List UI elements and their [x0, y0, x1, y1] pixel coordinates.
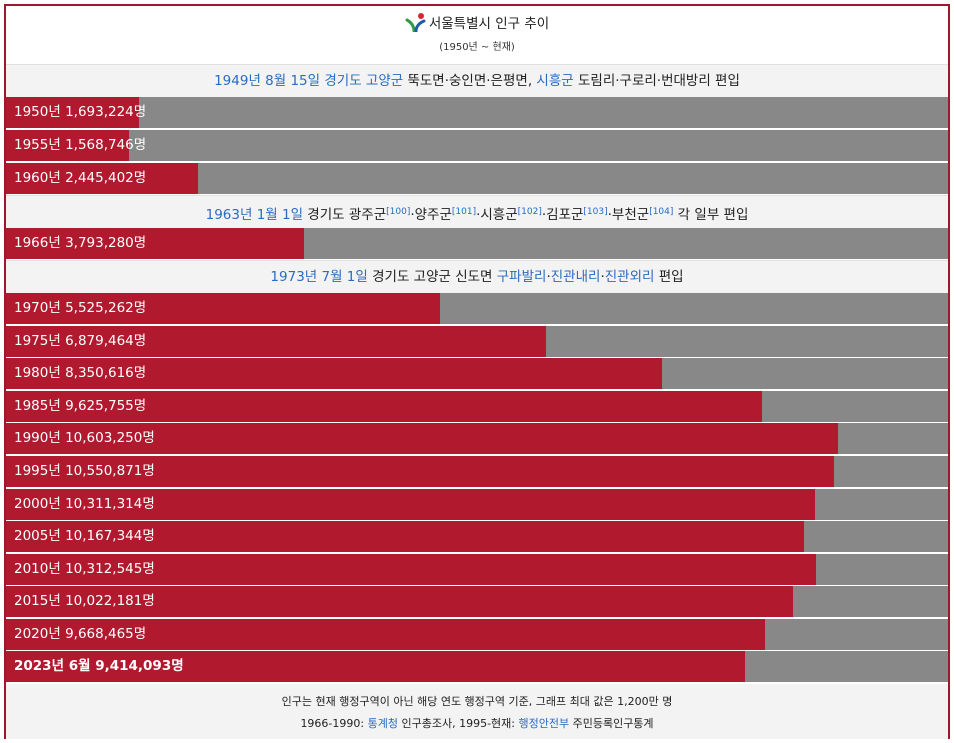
bar-label: 2010년 10,312,545명 — [14, 561, 155, 577]
bar-label: 2020년 9,668,465명 — [14, 626, 147, 642]
population-bar — [6, 521, 805, 552]
inline-link[interactable]: 시흥군 — [536, 73, 574, 89]
bar-label: 2023년 6월 9,414,093명 — [14, 658, 184, 674]
footnote-ref[interactable]: [103] — [583, 207, 608, 217]
annexation-event-row: 1973년 7월 1일 경기도 고양군 신도면 구파발리·진관내리·진관외리 편… — [6, 260, 948, 293]
bar-label: 2005년 10,167,344명 — [14, 528, 155, 544]
population-bar-row: 1975년 6,879,464명 — [6, 326, 948, 357]
inline-text: 주민등록인구통계 — [569, 717, 654, 730]
bar-label: 1995년 10,550,871명 — [14, 463, 155, 479]
population-bar-row: 2010년 10,312,545명 — [6, 554, 948, 585]
population-bar-row: 1955년 1,568,746명 — [6, 130, 948, 161]
inline-link[interactable]: 행정안전부 — [518, 717, 570, 730]
inline-link[interactable]: 경기도 고양군 — [324, 73, 404, 89]
annexation-event-row: 1963년 1월 1일 경기도 광주군[100]·양주군[101]·시흥군[10… — [6, 195, 948, 228]
inline-text: 인구총조사, 1995-현재: — [397, 717, 519, 730]
population-chart-box: 서울특별시 인구 추이 (1950년 ~ 현재) 1949년 8월 15일 경기… — [4, 4, 950, 739]
bar-label: 1955년 1,568,746명 — [14, 137, 147, 153]
population-bar — [6, 391, 762, 422]
bar-label: 1990년 10,603,250명 — [14, 430, 155, 446]
population-bar-row: 2015년 10,022,181명 — [6, 586, 948, 617]
chart-subtitle: (1950년 ~ 현재) — [439, 42, 515, 53]
bar-label: 1970년 5,525,262명 — [14, 300, 147, 316]
bar-label: 2000년 10,311,314명 — [14, 496, 155, 512]
bar-label: 1975년 6,879,464명 — [14, 333, 147, 349]
inline-text: 각 일부 편입 — [673, 207, 749, 223]
inline-link[interactable]: 1949년 8월 15일 — [214, 73, 321, 89]
population-bar-row: 1980년 8,350,616명 — [6, 358, 948, 389]
footnote-ref[interactable]: [102] — [517, 207, 542, 217]
footnote-ref[interactable]: [101] — [451, 207, 477, 217]
inline-text: 경기도 고양군 신도면 — [367, 269, 497, 285]
bar-label: 1966년 3,793,280명 — [14, 235, 147, 251]
inline-link[interactable]: 구파발리 — [496, 269, 547, 285]
inline-text: 편입 — [654, 269, 684, 285]
inline-text: 도림리·구로리·번대방리 편입 — [573, 73, 740, 89]
population-bar-row: 2005년 10,167,344명 — [6, 521, 948, 552]
inline-text: · — [600, 269, 605, 285]
inline-text: · — [546, 269, 551, 285]
population-bar-row: 1985년 9,625,755명 — [6, 391, 948, 422]
inline-text: ·시흥군 — [476, 207, 518, 223]
population-bar — [6, 97, 139, 128]
inline-link[interactable]: 진관외리 — [604, 269, 655, 285]
population-bar — [6, 130, 130, 161]
population-bar — [6, 586, 793, 617]
bar-label: 2015년 10,022,181명 — [14, 593, 155, 609]
inline-text: ·김포군 — [541, 207, 584, 223]
population-bar — [6, 619, 765, 650]
inline-link[interactable]: 진관내리 — [550, 269, 601, 285]
population-bar — [6, 358, 662, 389]
population-bar — [6, 554, 816, 585]
chart-title-line: 서울특별시 인구 추이 — [6, 12, 948, 32]
population-bar-row: 2000년 10,311,314명 — [6, 489, 948, 520]
population-bar-row: 2020년 9,668,465명 — [6, 619, 948, 650]
population-bar-row: 1990년 10,603,250명 — [6, 423, 948, 454]
population-bar — [6, 163, 198, 194]
population-bar — [6, 293, 440, 324]
population-bar — [6, 228, 304, 259]
inline-link[interactable]: 1973년 7월 1일 — [270, 269, 368, 285]
inline-text: ·양주군 — [410, 207, 452, 223]
population-bar-row: 1995년 10,550,871명 — [6, 456, 948, 487]
inline-link[interactable]: 통계청 — [367, 717, 398, 730]
footnote-ref[interactable]: [104] — [649, 207, 674, 217]
population-bar-row: 1970년 5,525,262명 — [6, 293, 948, 324]
chart-footer: 인구는 현재 행정구역이 아닌 해당 연도 행정구역 기준, 그래프 최대 값은… — [6, 684, 948, 739]
inline-text: 뚝도면·숭인면·은평면, — [403, 73, 537, 89]
population-bar-row: 1960년 2,445,402명 — [6, 163, 948, 194]
chart-header: 서울특별시 인구 추이 (1950년 ~ 현재) — [6, 6, 948, 64]
chart-title: 서울특별시 인구 추이 — [428, 16, 550, 32]
footer-source: 1966-1990: 통계청 인구총조사, 1995-현재: 행정안전부 주민등… — [6, 715, 948, 731]
footnote-ref[interactable]: [100] — [386, 207, 411, 217]
inline-link[interactable]: 1963년 1월 1일 — [205, 207, 304, 223]
inline-text: 경기도 광주군 — [303, 207, 387, 223]
annexation-event-row: 1949년 8월 15일 경기도 고양군 뚝도면·숭인면·은평면, 시흥군 도림… — [6, 64, 948, 97]
population-bar — [6, 456, 835, 487]
inline-text: 1966-1990: — [300, 717, 368, 730]
bar-label: 1985년 9,625,755명 — [14, 398, 147, 414]
population-bar-row: 1950년 1,693,224명 — [6, 97, 948, 128]
bar-label: 1980년 8,350,616명 — [14, 365, 147, 381]
bar-label: 1960년 2,445,402명 — [14, 170, 147, 186]
population-bar — [6, 423, 839, 454]
inline-text: ·부천군 — [607, 207, 650, 223]
population-bar — [6, 489, 816, 520]
footer-note: 인구는 현재 행정구역이 아닌 해당 연도 행정구역 기준, 그래프 최대 값은… — [281, 695, 673, 708]
bar-label: 1950년 1,693,224명 — [14, 104, 147, 120]
population-bar-row: 1966년 3,793,280명 — [6, 228, 948, 259]
population-bar-row: 2023년 6월 9,414,093명 — [6, 651, 948, 682]
population-bar — [6, 651, 745, 682]
population-bar — [6, 326, 547, 357]
seoul-logo-icon — [405, 13, 426, 32]
